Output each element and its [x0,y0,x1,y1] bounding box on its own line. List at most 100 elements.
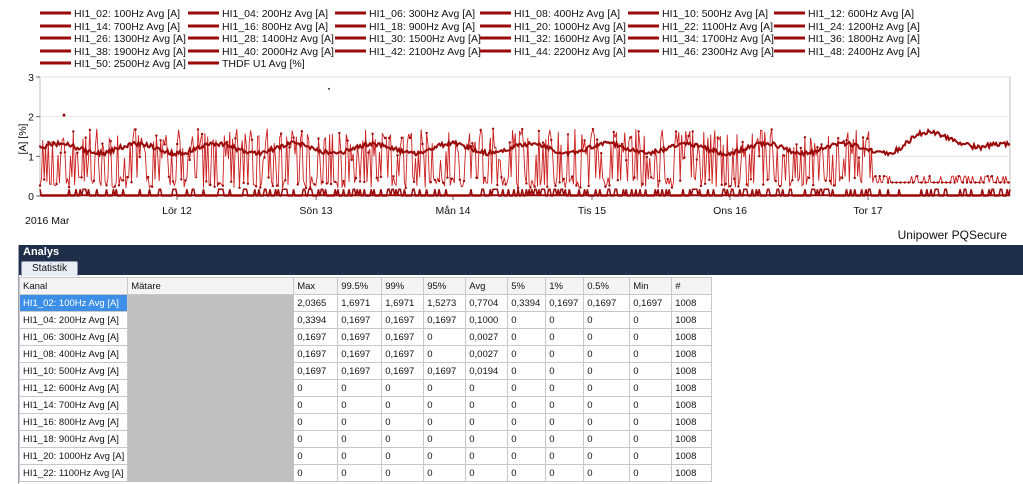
series-point [745,183,748,186]
value-cell: 0 [545,328,585,346]
column-header[interactable]: 0.5% [583,277,631,295]
series-point [791,151,794,154]
series-point [666,177,669,181]
column-header[interactable]: # [671,277,713,295]
y-tick-label: 0 [28,191,34,203]
value-cell: 0,1000 [465,311,509,329]
value-cell: 0,1697 [423,311,467,329]
value-cell: 0 [293,413,339,431]
series-point [97,152,100,156]
series-point [328,87,330,90]
table-row[interactable]: HI1_18: 900Hz Avg [A] 0 0 0 0 0 0 0 0 0 1008 [18,430,713,448]
column-header[interactable]: Avg [465,277,509,295]
value-cell: 1,6971 [381,294,425,312]
column-header[interactable]: 99.5% [337,277,383,295]
series-point [342,152,345,155]
value-cell: 0,1697 [381,311,425,329]
series-point [92,179,96,182]
series-point [130,181,133,184]
table-row[interactable]: HI1_12: 600Hz Avg [A] 0 0 0 0 0 0 0 0 0 1008 [18,379,713,397]
column-header[interactable]: Mätare [127,277,295,295]
series-point [213,144,216,147]
value-cell: 0 [545,379,585,397]
harmonics-chart[interactable]: HI1_02: 100Hz Avg [A] HI1_04: 200Hz Avg [… [0,0,1023,245]
table-row[interactable]: HI1_20: 1000Hz Avg [A] 0 0 0 0 0 0 0 0 0 1008 [18,447,713,465]
series-point [334,151,337,154]
value-cell: 0 [629,430,673,448]
tab-statistik[interactable]: Statistik [21,261,79,276]
table-row[interactable]: HI1_08: 400Hz Avg [A] 0,1697 0,1697 0,1697 0… [18,345,713,363]
channel-cell: HI1_06: 300Hz Avg [A] [18,328,129,346]
meter-cell [127,464,295,482]
series-point [300,141,303,144]
column-header[interactable]: Kanal [18,277,129,295]
series-point [745,148,748,151]
series-point [521,145,524,148]
value-cell: 0,0027 [465,328,509,346]
series-point [225,140,229,144]
series-point [76,151,79,154]
series-point [354,145,357,148]
series-point [63,143,66,146]
table-row[interactable]: HI1_06: 300Hz Avg [A] 0,1697 0,1697 0,1697 0… [18,328,713,346]
series-point [446,176,449,179]
value-cell: 0 [337,464,383,482]
series-point [134,128,137,131]
series-point [837,137,840,140]
value-cell: 0 [465,379,509,397]
series-point [878,150,881,153]
series-point [529,186,532,189]
value-cell: 0 [545,430,585,448]
column-header[interactable]: 5% [507,277,547,295]
series-point [508,149,511,152]
app-brand: Unipower PQSecure [897,228,1007,242]
series-point [853,142,856,145]
series-point [80,146,83,149]
series-point [936,181,940,184]
column-header[interactable]: Max [293,277,339,295]
series-point [837,141,840,144]
legend-label: HI1_26: 1300Hz Avg [A] [74,33,186,45]
value-cell: 0,1697 [423,362,467,380]
series-point [59,142,62,145]
table-row[interactable]: HI1_02: 100Hz Avg [A] 2,0365 1,6971 1,6971 1… [18,294,713,312]
series-point [625,148,628,152]
series-point [304,186,308,190]
series-point [874,151,877,154]
series-point [978,145,981,148]
series-point [433,145,436,148]
series-point [313,183,316,186]
column-header[interactable]: 99% [381,277,425,295]
column-header[interactable]: 95% [423,277,467,295]
series-point [259,186,262,189]
series-point [396,150,399,153]
legend-label: HI1_30: 1500Hz Avg [A] [369,33,481,45]
series-point [138,143,141,146]
series-point [68,144,71,147]
column-header[interactable]: 1% [545,277,585,295]
column-header[interactable]: Min [629,277,673,295]
table-row[interactable]: HI1_10: 500Hz Avg [A] 0,1697 0,1697 0,1697 0… [18,362,713,380]
table-row[interactable]: HI1_16: 800Hz Avg [A] 0 0 0 0 0 0 0 0 0 1008 [18,413,713,431]
series-point [674,145,678,148]
series-point [92,151,96,154]
series-point [84,136,87,139]
series-point [487,152,491,155]
series-point [117,147,121,150]
table-row[interactable]: HI1_22: 1100Hz Avg [A] 0 0 0 0 0 0 0 0 0 1008 [18,464,713,482]
series-point [957,175,960,178]
table-row[interactable]: HI1_04: 200Hz Avg [A] 0,3394 0,1697 0,1697 0… [18,311,713,329]
channel-cell: HI1_14: 700Hz Avg [A] [18,396,129,414]
value-cell: 0 [545,311,585,329]
table-row[interactable]: HI1_14: 700Hz Avg [A] 0 0 0 0 0 0 0 0 0 1008 [18,396,713,414]
value-cell: 0,1697 [293,345,339,363]
series-point [579,186,582,189]
series-point [812,153,815,156]
series-point [346,148,349,151]
series-point [924,181,927,184]
meter-cell [127,413,295,431]
series-point [949,137,952,140]
series-point [438,142,441,145]
series-point [159,149,162,152]
meter-cell [127,379,295,397]
